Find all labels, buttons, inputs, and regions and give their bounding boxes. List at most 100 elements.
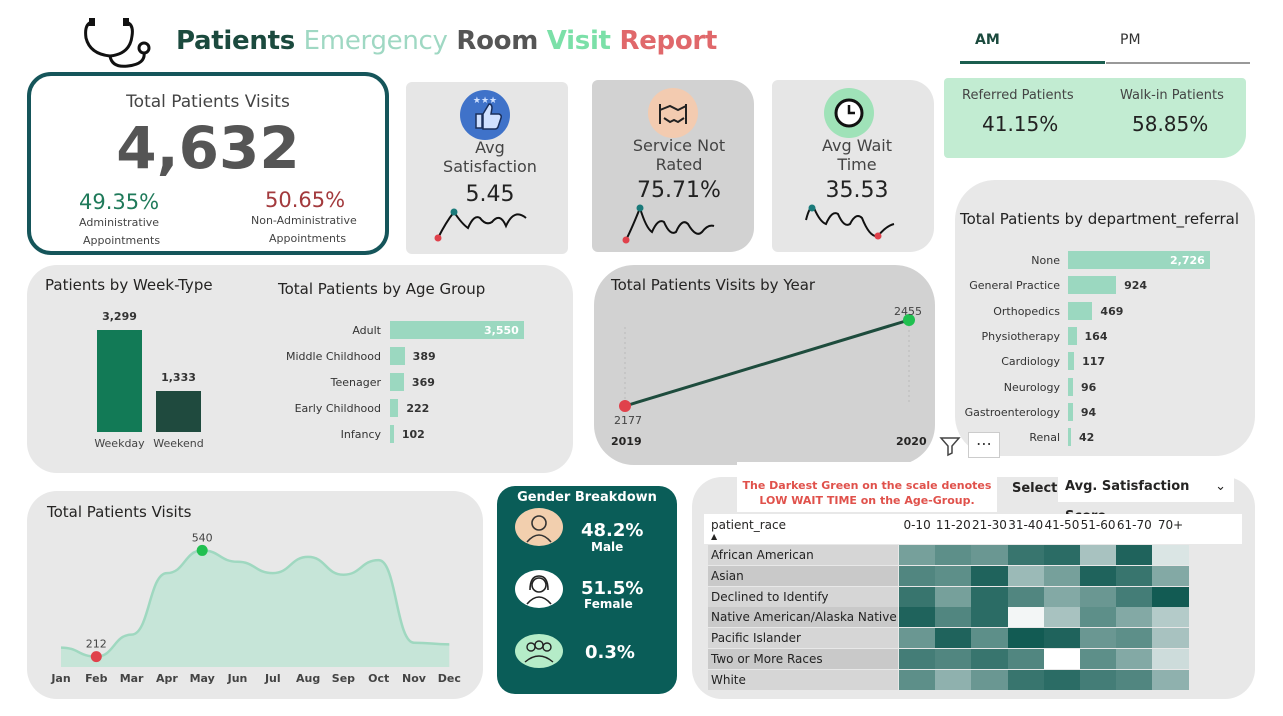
dept-value: 164 [1084, 329, 1108, 343]
male-pct: 48.2% [581, 520, 644, 541]
heatmap-cell [1116, 669, 1153, 690]
heatmap-cell [1116, 545, 1153, 565]
heatmap-cell [899, 565, 936, 586]
age-bar [390, 399, 399, 417]
heatmap-cell [971, 607, 1009, 628]
month-tick-label: Jun [227, 672, 248, 685]
monthly-max-point-label: 540 [192, 531, 213, 544]
handshake-icon [648, 88, 698, 138]
heatmap-cell [971, 628, 1009, 649]
heatmap-cell [899, 545, 936, 565]
heatmap-cell [935, 607, 972, 628]
heatmap-cell [935, 628, 972, 649]
heatmap-cell [899, 607, 936, 628]
month-tick-label: Oct [368, 672, 389, 685]
dept-bar [1068, 251, 1210, 269]
dept-value: 924 [1124, 279, 1148, 293]
heatmap-cell [1043, 586, 1081, 607]
heatmap-cell [899, 649, 936, 669]
monthly-area [61, 550, 450, 667]
monthly-max-point [196, 544, 208, 556]
heatmap-col-label: 11-20 [935, 518, 971, 532]
monthly-area-chart: 212 540 Jan Feb Mar Apr May Jun Jul Aug Sep Oct Nov D… [50, 531, 461, 685]
title-word-3: Room [456, 26, 539, 56]
heatmap-row-label: Asian [708, 565, 898, 586]
referred-value: 41.15% [982, 112, 1059, 136]
clock-icon [824, 88, 874, 138]
week-type-title: Patients by Week-Type [45, 276, 213, 294]
heatmap-cell [971, 586, 1009, 607]
heatmap-cell [935, 545, 972, 565]
filter-icon[interactable] [938, 434, 962, 458]
month-tick-label: Feb [85, 672, 108, 685]
age-label: Middle Childhood [286, 350, 381, 363]
week-value: 1,333 [161, 370, 196, 384]
age-group-title: Total Patients by Age Group [278, 280, 486, 298]
dept-label: Gastroenterology [964, 405, 1060, 419]
total-visits-title: Total Patients Visits [126, 92, 290, 112]
yearly-end-point [903, 314, 915, 326]
week-label: Weekday [94, 437, 145, 450]
heatmap-cell [1116, 607, 1153, 628]
dept-value: 94 [1080, 405, 1097, 419]
dept-value: 2,726 [1170, 254, 1205, 267]
heatmap-cell [1116, 649, 1153, 669]
group-avatar-icon [515, 634, 563, 668]
heatmap-cell [1043, 545, 1081, 565]
tab-pm[interactable]: PM [1106, 32, 1250, 64]
heatmap-cell [1007, 607, 1045, 628]
heatmap-cell [899, 628, 936, 649]
heatmap-cell [1007, 649, 1045, 669]
heatmap-row-header[interactable]: patient_race [711, 518, 786, 532]
heatmap-cell [1152, 586, 1190, 607]
admin-label-2: Appointments [83, 234, 161, 247]
age-bar [390, 425, 394, 443]
female-label: Female [584, 597, 633, 611]
svg-text:★★★: ★★★ [473, 96, 497, 106]
heatmap-cell [971, 565, 1009, 586]
age-label: Teenager [330, 376, 381, 389]
age-value: 3,550 [484, 324, 519, 337]
heatmap-col-label: 61-70 [1116, 518, 1152, 532]
stethoscope-logo-icon [80, 14, 156, 72]
title-word-5: Report [619, 26, 718, 56]
male-avatar-icon [515, 508, 563, 546]
heatmap-cell [899, 586, 936, 607]
not-rated-sparkline [622, 204, 715, 244]
female-avatar-icon [515, 570, 563, 608]
admin-label: Administrative [79, 216, 160, 229]
title-word-4: Visit [546, 26, 611, 56]
age-bar [390, 347, 405, 365]
yearly-start-year: 2019 [611, 435, 642, 448]
tab-am[interactable]: AM [960, 32, 1105, 64]
sort-arrow-icon: ▲ [711, 532, 718, 541]
heatmap-row-label: African American [708, 545, 898, 565]
month-tick-label: Sep [332, 672, 355, 685]
not-rated-card: Service Not Rated 75.71% [592, 80, 754, 252]
heatmap-cell [1043, 607, 1081, 628]
heatmap-cell [935, 586, 972, 607]
heatmap-cell [971, 669, 1009, 690]
more-options-icon[interactable]: ⋯ [968, 432, 1000, 458]
heatmap-cell [1007, 565, 1045, 586]
heatmap-col-label: 70+ [1157, 518, 1184, 532]
yearly-line-chart [619, 314, 915, 412]
nonadmin-pct: 50.65% [265, 188, 346, 212]
age-bar [390, 321, 524, 339]
dept-label: Cardiology [1001, 355, 1060, 369]
measure-dropdown[interactable]: Avg. Satisfaction Score ⌄ [1058, 472, 1234, 524]
satisfaction-sparkline [434, 208, 527, 242]
dept-label: Renal [1029, 431, 1060, 445]
week-label: Weekend [153, 437, 204, 450]
heatmap-cell [971, 649, 1009, 669]
total-visits-card: Total Patients Visits 4,632 49.35% Admin… [27, 72, 389, 255]
age-label: Early Childhood [294, 402, 381, 415]
age-bar [390, 373, 404, 391]
monthly-title: Total Patients Visits [47, 503, 192, 521]
heatmap-col-label: 41-50 [1044, 518, 1080, 532]
dept-bar [1068, 326, 1077, 345]
dept-value: 469 [1100, 304, 1124, 318]
heatmap-cell [1080, 669, 1117, 690]
dept-bar [1068, 352, 1075, 371]
department-title: Total Patients by department_referral [960, 210, 1240, 228]
